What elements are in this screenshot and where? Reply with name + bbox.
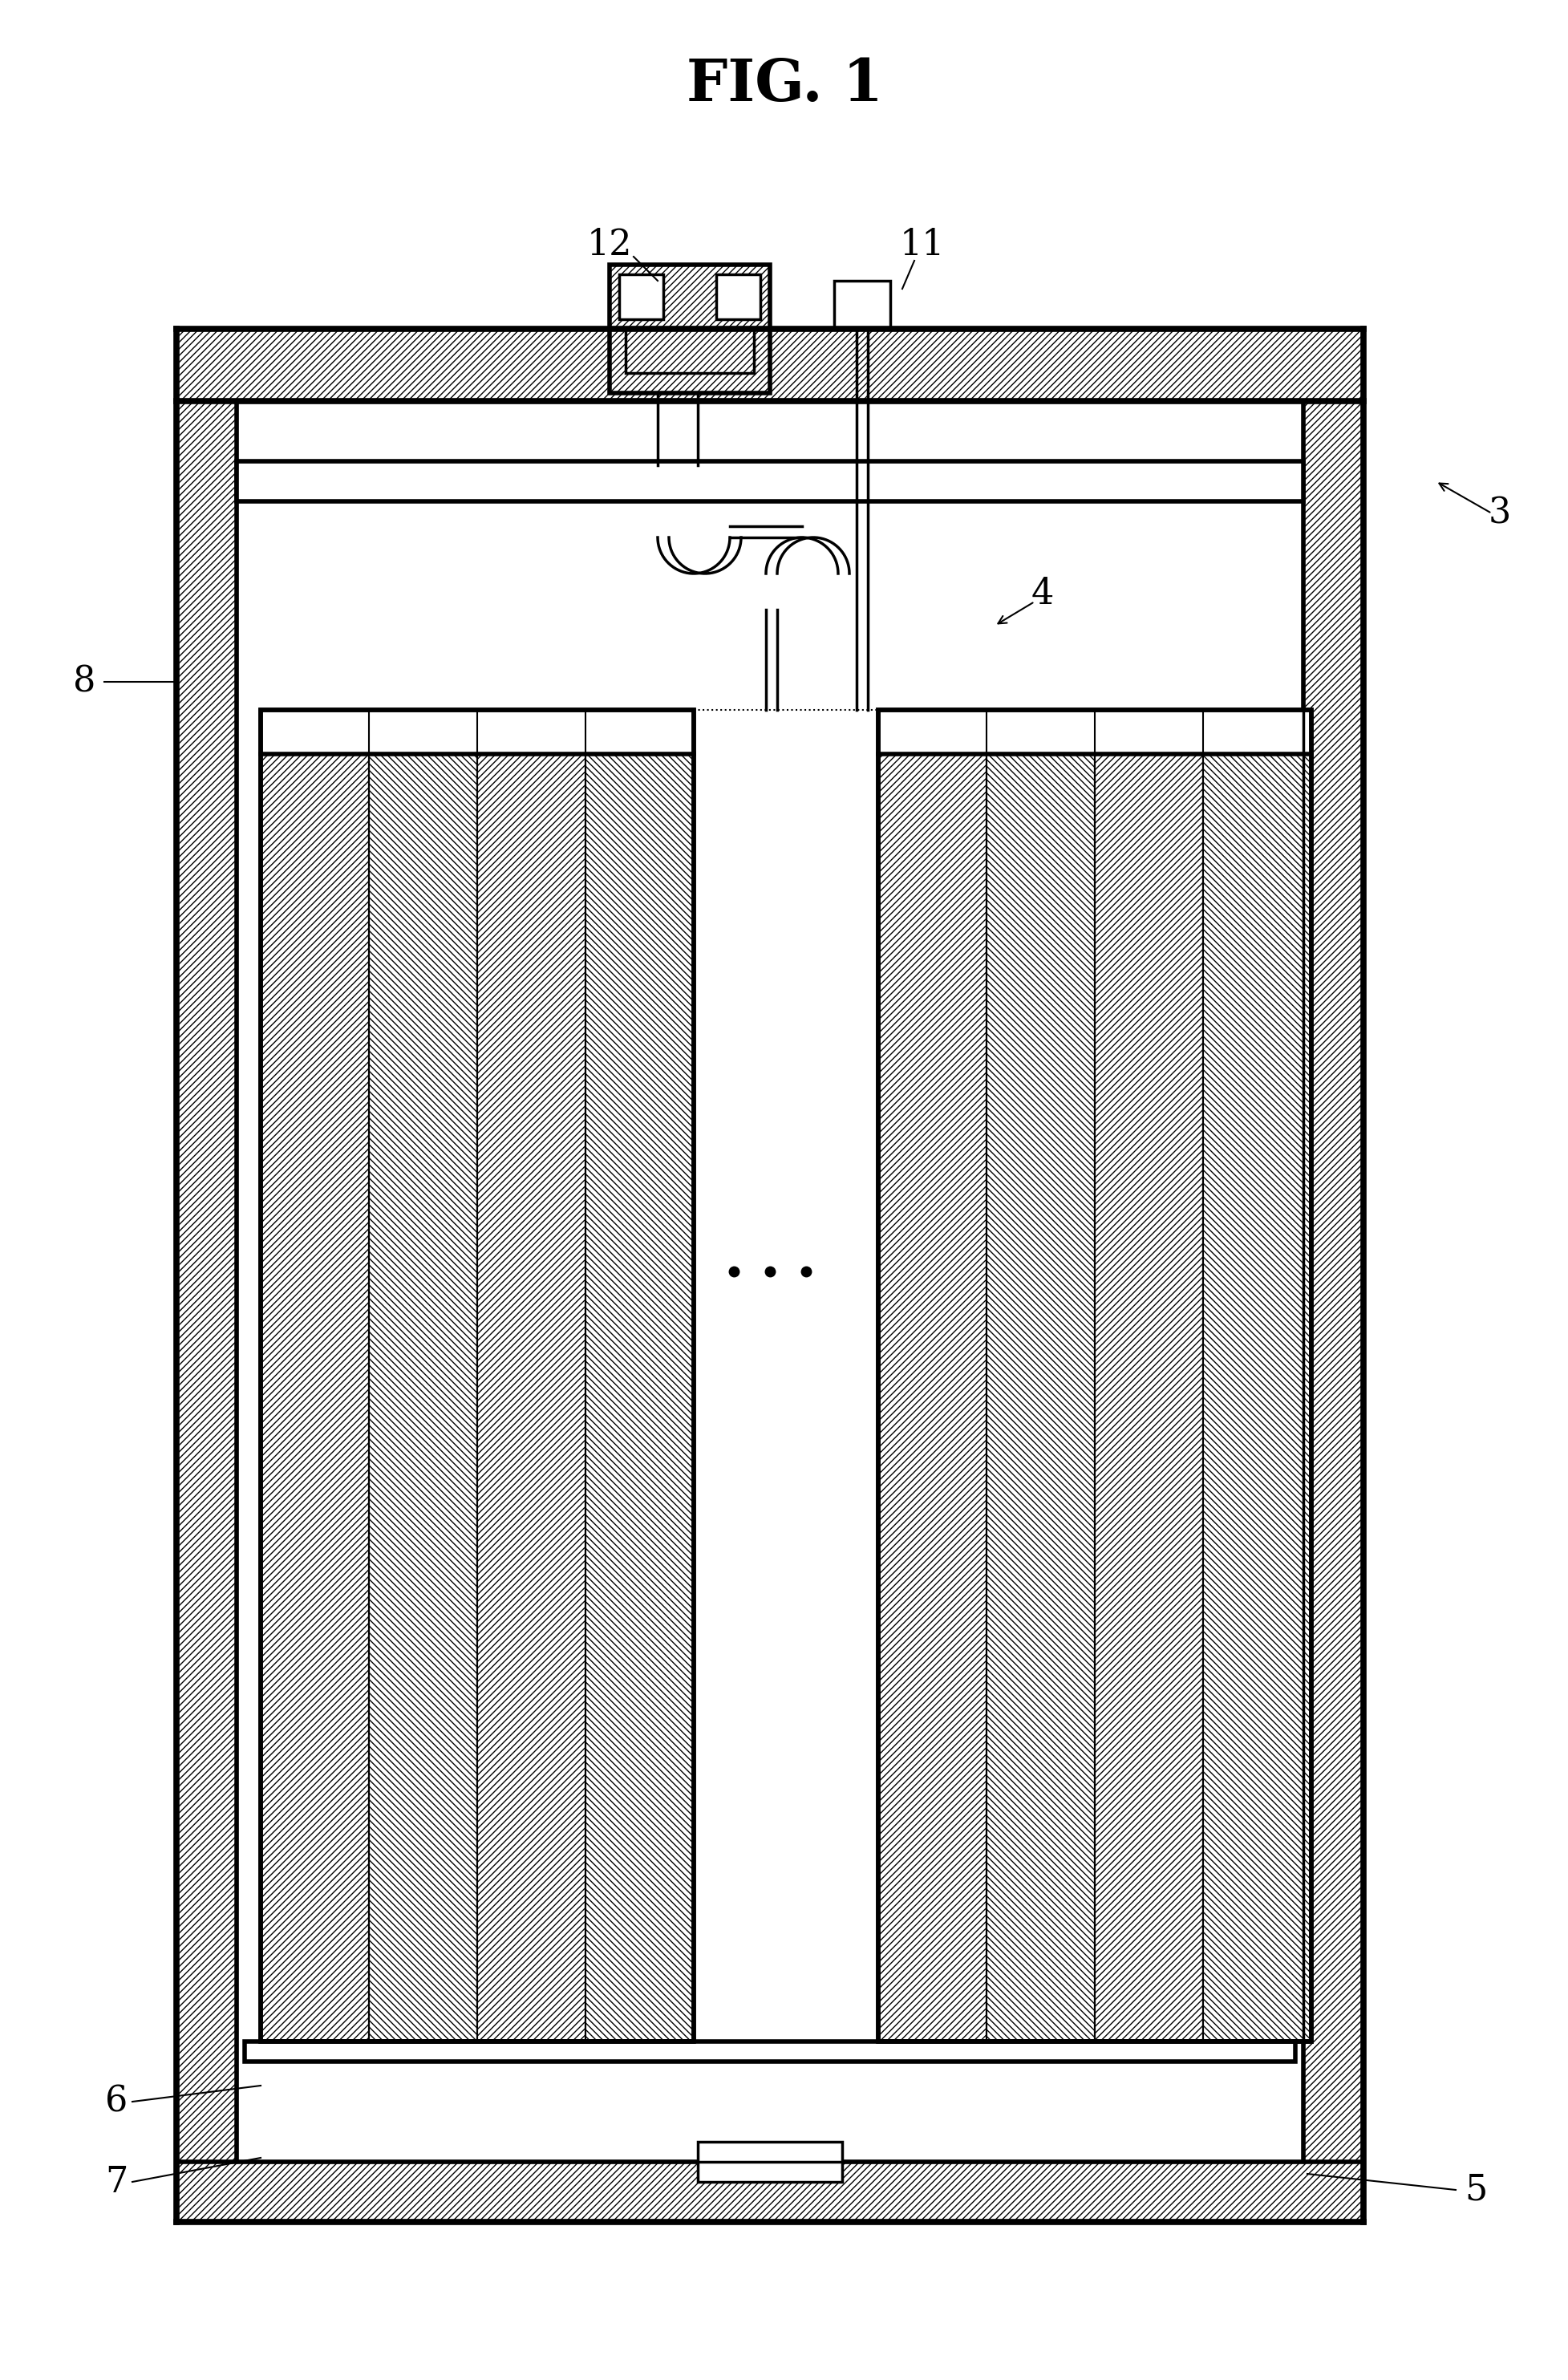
Text: 6: 6 xyxy=(105,2085,127,2118)
Text: 11: 11 xyxy=(898,228,944,262)
Text: 3: 3 xyxy=(1488,495,1510,531)
Bar xyxy=(260,709,693,2042)
Bar xyxy=(237,462,1303,2161)
Bar xyxy=(260,709,693,754)
Text: 7: 7 xyxy=(105,2163,127,2199)
Bar xyxy=(619,274,663,319)
Bar xyxy=(1203,709,1311,2042)
Bar xyxy=(834,281,889,328)
Bar xyxy=(878,709,1311,2042)
Bar xyxy=(176,328,1363,402)
Bar xyxy=(260,709,693,2042)
Bar xyxy=(878,709,1311,2042)
Bar xyxy=(626,328,754,374)
Bar xyxy=(878,709,986,2042)
Bar xyxy=(368,709,477,2042)
Bar xyxy=(1094,709,1203,2042)
Text: 12: 12 xyxy=(586,228,632,262)
Bar xyxy=(1303,402,1363,2223)
Bar xyxy=(585,709,693,2042)
Bar xyxy=(717,274,760,319)
Bar xyxy=(176,402,237,2223)
Bar xyxy=(610,264,770,393)
Bar xyxy=(245,2042,1295,2061)
Bar xyxy=(477,709,585,2042)
Bar xyxy=(260,709,368,2042)
Bar xyxy=(986,709,1094,2042)
Bar xyxy=(698,2142,842,2182)
Text: 5: 5 xyxy=(1463,2173,1486,2206)
Bar xyxy=(878,709,1311,754)
Bar xyxy=(176,2161,1363,2223)
Bar xyxy=(237,462,1303,502)
Text: 8: 8 xyxy=(72,664,96,700)
Text: FIG. 1: FIG. 1 xyxy=(685,57,883,114)
Text: 4: 4 xyxy=(1030,576,1054,612)
